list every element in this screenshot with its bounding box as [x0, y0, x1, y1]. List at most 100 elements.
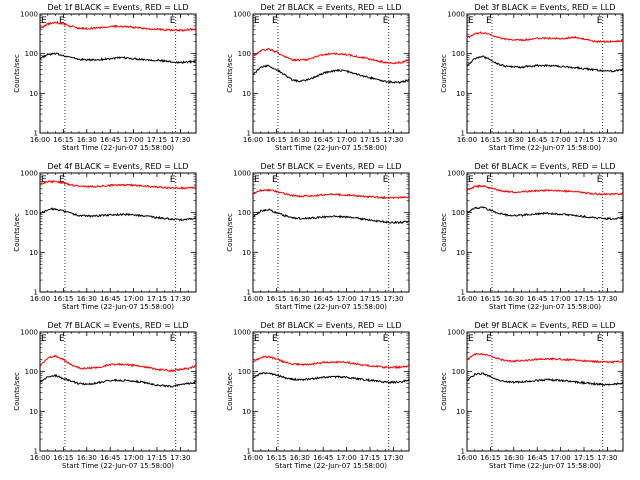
interval-marker-label: E	[272, 175, 278, 185]
x-tick-label: 16:15	[266, 295, 286, 303]
x-tick-label: 17:30	[383, 136, 403, 144]
x-tick-label: 17:15	[147, 295, 167, 303]
x-tick-label: 17:00	[124, 136, 144, 144]
x-tick-label: 16:45	[313, 136, 333, 144]
x-tick-label: 16:30	[77, 136, 97, 144]
interval-marker-label: E	[41, 16, 47, 26]
x-tick-label: 17:15	[574, 454, 594, 462]
plot-frame	[252, 331, 410, 452]
x-tick-label: 16:45	[527, 295, 547, 303]
x-tick-label: 16:00	[457, 136, 477, 144]
interval-marker-label: E	[383, 16, 389, 26]
y-tick-label: 100	[452, 209, 465, 217]
x-tick-label: 16:45	[527, 136, 547, 144]
y-tick-label: 10	[456, 408, 465, 416]
x-tick-label: 16:45	[100, 136, 120, 144]
x-tick-label: 16:45	[527, 454, 547, 462]
y-tick-label: 100	[238, 209, 251, 217]
x-tick-label: 16:00	[457, 454, 477, 462]
x-tick-label: 17:00	[551, 454, 571, 462]
interval-marker-label: E	[383, 334, 389, 344]
y-axis-label: Counts/sec	[440, 54, 448, 93]
x-tick-label: 17:30	[170, 454, 190, 462]
y-tick-label: 1	[247, 448, 251, 456]
x-tick-label: 17:00	[124, 454, 144, 462]
series-line-events	[39, 52, 197, 65]
plot-frame	[252, 13, 410, 134]
x-tick-label: 17:30	[597, 295, 617, 303]
interval-marker-label: E	[59, 175, 65, 185]
y-tick-label: 1000	[233, 170, 251, 178]
series-line-events	[39, 207, 197, 222]
interval-marker-label: E	[41, 175, 47, 185]
plot-frame	[466, 331, 624, 452]
y-tick-label: 10	[29, 408, 38, 416]
chart-panel-7: Det 7f BLACK = Events, RED = LLD 1 10 100 10…	[13, 321, 197, 470]
y-tick-label: 10	[456, 90, 465, 98]
y-tick-label: 1	[247, 130, 251, 138]
x-tick-label: 17:30	[170, 136, 190, 144]
y-tick-label: 10	[242, 249, 251, 257]
x-axis-label: Start Time (22-Jun-07 15:58:00)	[62, 303, 174, 311]
y-tick-label: 10	[242, 408, 251, 416]
x-tick-label: 16:30	[77, 454, 97, 462]
x-tick-label: 17:15	[360, 136, 380, 144]
x-tick-label: 17:15	[574, 136, 594, 144]
y-tick-label: 100	[238, 368, 251, 376]
series-line-events	[39, 373, 197, 388]
chart-title: Det 3f BLACK = Events, RED = LLD	[474, 3, 615, 12]
series-line-lld	[466, 352, 624, 364]
y-axis-label: Counts/sec	[226, 54, 234, 93]
x-tick-label: 16:00	[30, 295, 50, 303]
series-line-lld	[252, 188, 410, 200]
chart-title: Det 5f BLACK = Events, RED = LLD	[260, 162, 401, 171]
series-line-events	[252, 64, 410, 84]
series-line-lld	[39, 354, 197, 373]
chart-panel-3: Det 3f BLACK = Events, RED = LLD 1 10 100 10…	[440, 3, 624, 152]
x-tick-label: 16:00	[243, 295, 263, 303]
x-tick-label: 17:30	[383, 454, 403, 462]
interval-marker-label: E	[597, 334, 603, 344]
y-tick-label: 10	[242, 90, 251, 98]
interval-marker-label: E	[170, 334, 176, 344]
y-tick-label: 10	[456, 249, 465, 257]
x-tick-label: 16:00	[457, 295, 477, 303]
interval-marker-label: E	[254, 175, 260, 185]
series-line-events	[466, 206, 624, 221]
y-axis-label: Counts/sec	[13, 54, 21, 93]
chart-panel-6: Det 6f BLACK = Events, RED = LLD 1 10 100 10…	[440, 162, 624, 311]
x-tick-label: 17:00	[124, 295, 144, 303]
chart-panel-5: Det 5f BLACK = Events, RED = LLD 1 10 100 10…	[226, 162, 410, 311]
x-tick-label: 17:15	[360, 454, 380, 462]
x-tick-label: 16:30	[504, 136, 524, 144]
y-tick-label: 1	[461, 289, 465, 297]
x-tick-label: 16:15	[480, 454, 500, 462]
x-tick-label: 17:15	[147, 454, 167, 462]
x-tick-label: 17:00	[551, 136, 571, 144]
x-tick-label: 16:30	[290, 454, 310, 462]
chart-panel-2: Det 2f BLACK = Events, RED = LLD 1 10 100 10…	[226, 3, 410, 152]
series-line-events	[466, 55, 624, 73]
interval-marker-label: E	[486, 16, 492, 26]
plot-frame	[39, 331, 197, 452]
y-tick-label: 1000	[447, 329, 465, 337]
interval-marker-label: E	[597, 16, 603, 26]
x-tick-label: 17:00	[337, 454, 357, 462]
x-axis-label: Start Time (22-Jun-07 15:58:00)	[275, 303, 387, 311]
x-tick-label: 17:30	[597, 136, 617, 144]
y-tick-label: 100	[25, 368, 38, 376]
interval-marker-label: E	[41, 334, 47, 344]
x-tick-label: 17:00	[337, 136, 357, 144]
y-tick-label: 1	[34, 448, 38, 456]
interval-marker-label: E	[170, 16, 176, 26]
y-axis-label: Counts/sec	[440, 213, 448, 252]
interval-marker-label: E	[254, 334, 260, 344]
x-tick-label: 17:15	[147, 136, 167, 144]
y-tick-label: 1000	[233, 329, 251, 337]
x-tick-label: 16:15	[266, 454, 286, 462]
x-tick-label: 16:45	[100, 454, 120, 462]
x-axis-label: Start Time (22-Jun-07 15:58:00)	[489, 144, 601, 152]
y-tick-label: 1	[34, 289, 38, 297]
series-line-lld	[466, 30, 624, 44]
chart-panel-1: Det 1f BLACK = Events, RED = LLD 1 10 100 10…	[13, 3, 197, 152]
